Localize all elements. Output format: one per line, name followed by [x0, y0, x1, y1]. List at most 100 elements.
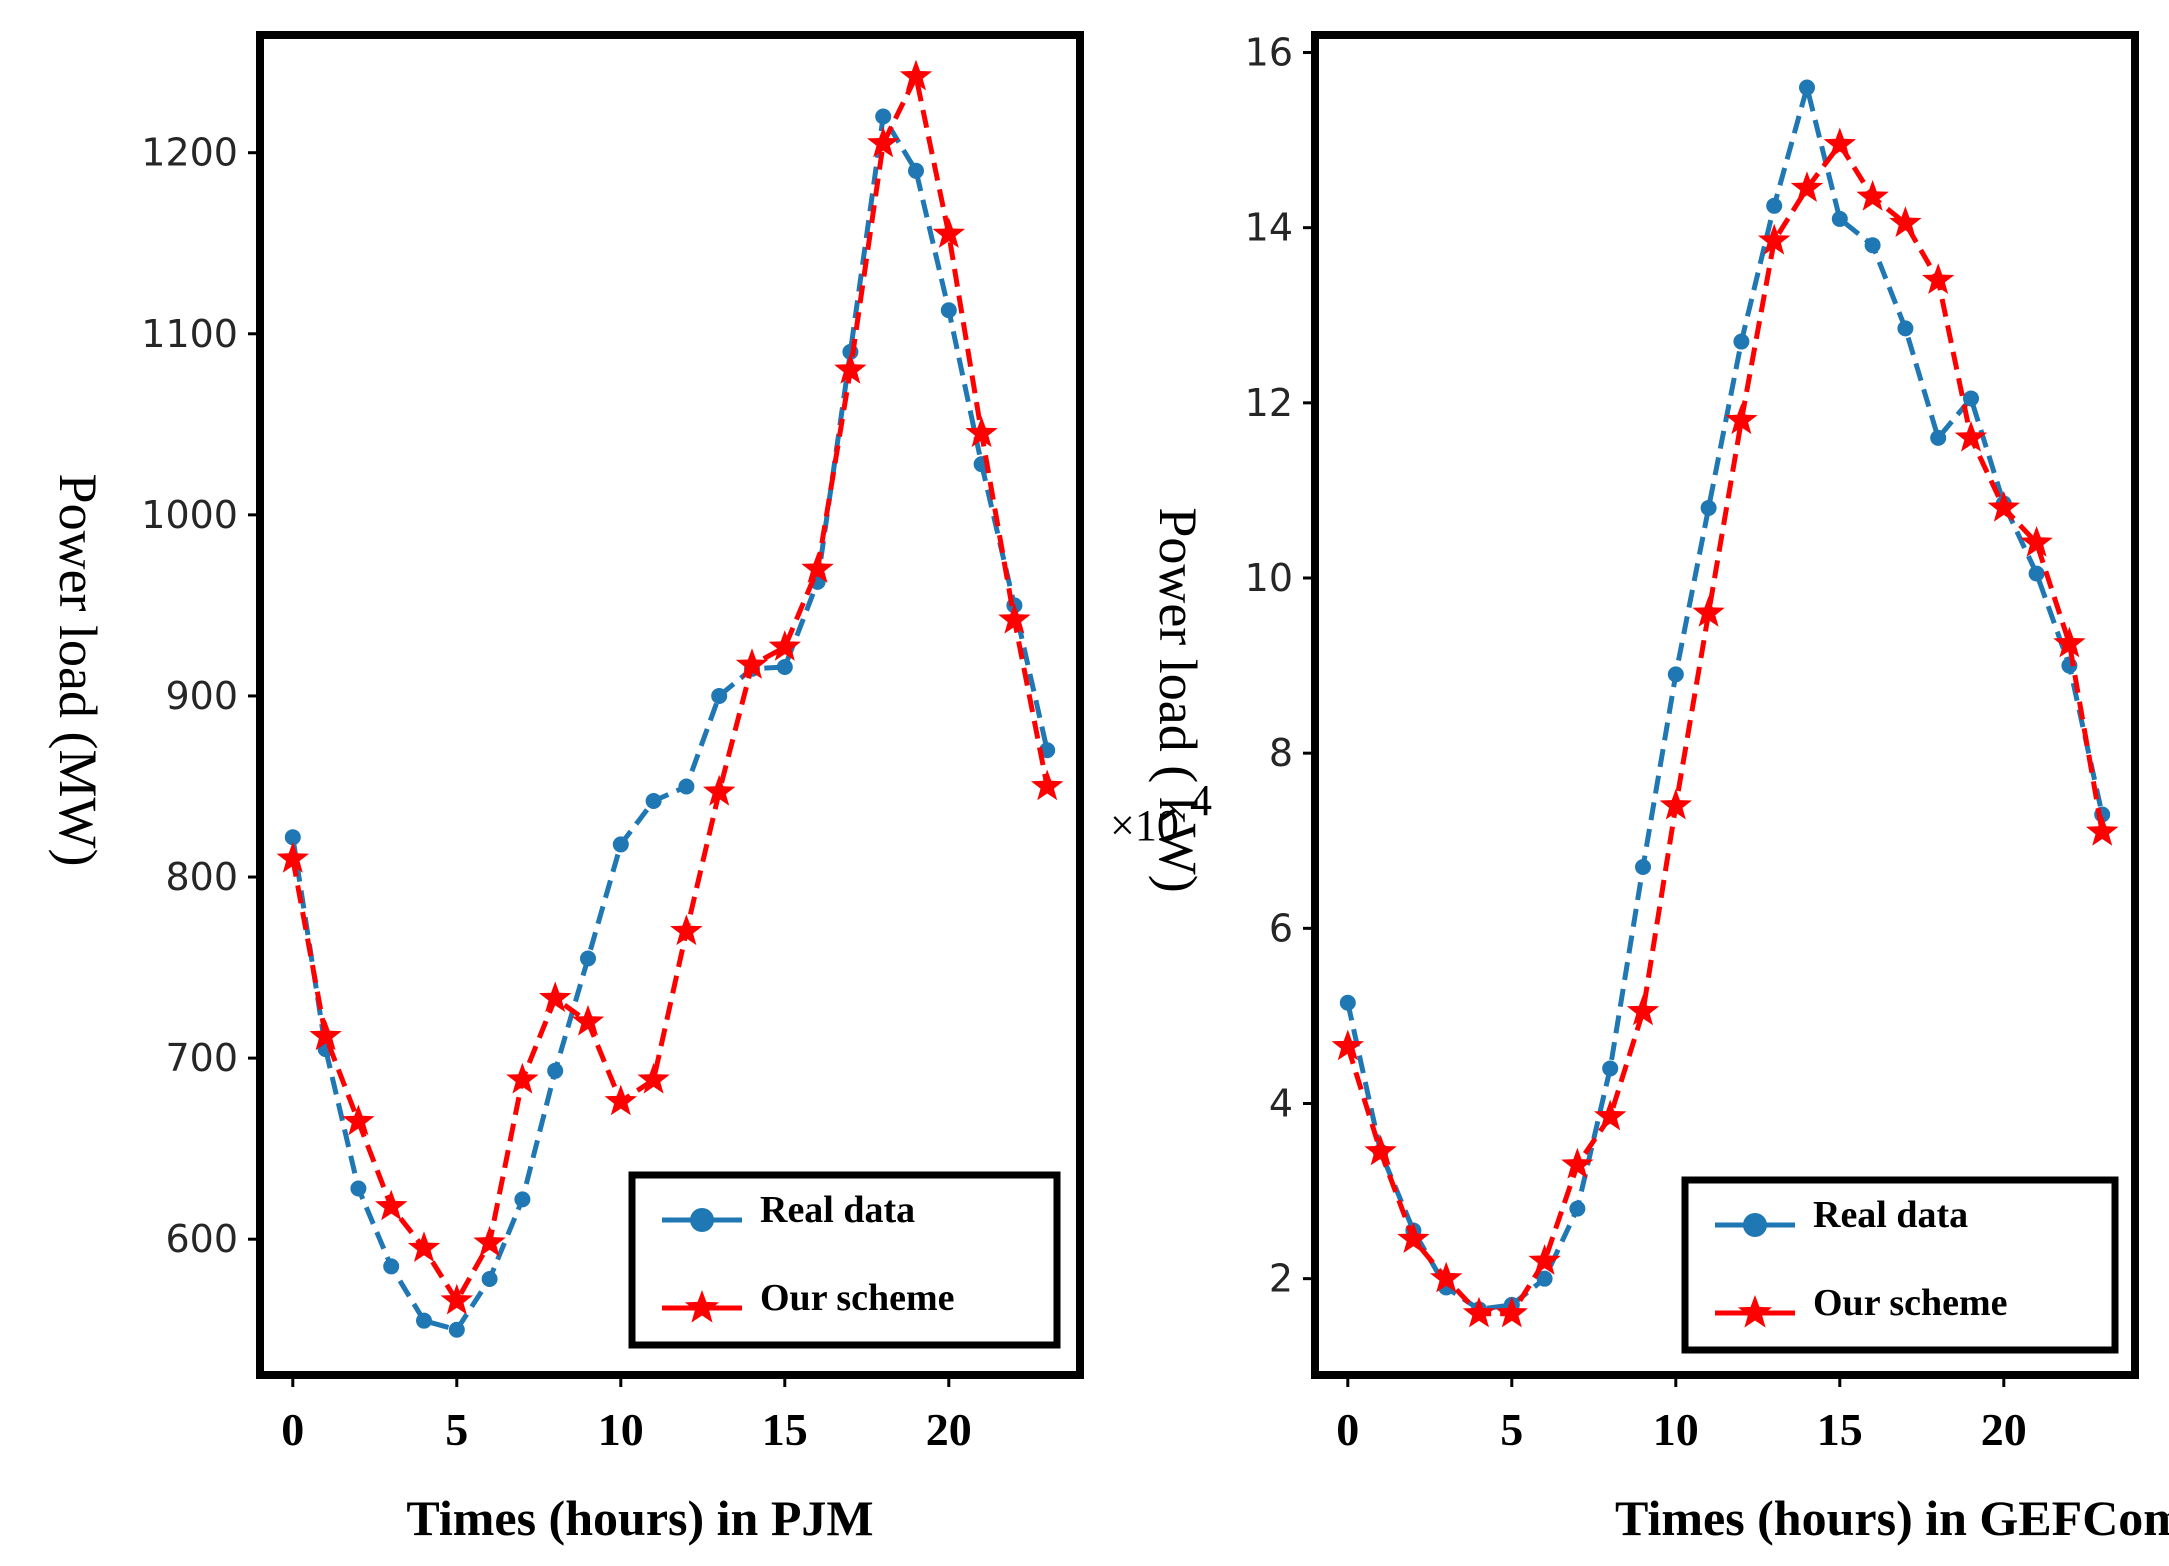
data-point: [768, 630, 801, 661]
data-point: [645, 792, 662, 809]
x-tick-label: 15: [1817, 1404, 1863, 1455]
data-point: [539, 981, 572, 1013]
series-line: [1345, 140, 2105, 1317]
y-tick-label: 600: [165, 1217, 238, 1261]
data-point: [1733, 333, 1750, 350]
x-tick-label: 5: [445, 1404, 468, 1455]
x-tick-label: 20: [1981, 1404, 2027, 1455]
series-real-data: [284, 108, 1056, 1338]
data-point: [998, 602, 1031, 634]
data-point: [776, 658, 793, 675]
chart-gefcom2012: 2 4 6 8 10 12 14 16 0 5 10 15 20 Real data Our scheme T…: [1110, 31, 2169, 1546]
data-point: [801, 552, 834, 583]
data-point: [612, 836, 629, 853]
y-tick-label: 2: [1269, 1257, 1293, 1301]
legend-marker: [1743, 1213, 1767, 1237]
data-point: [711, 687, 728, 704]
data-point: [2028, 565, 2045, 582]
legend-box: [628, 1171, 1061, 1349]
data-point: [1790, 171, 1824, 202]
data-point: [571, 1004, 605, 1036]
data-point: [342, 1104, 375, 1136]
data-point: [703, 774, 736, 806]
data-point: [1799, 79, 1815, 96]
data-point: [1430, 1261, 1463, 1293]
data-point: [940, 302, 957, 319]
x-tick-label: 0: [281, 1404, 304, 1455]
data-point: [735, 648, 769, 679]
x-tick-label: 15: [762, 1404, 808, 1455]
series-line: [290, 68, 1050, 1306]
y-axis-label: Power load ( kW): [1148, 507, 1208, 892]
x-axis-label: Times (hours) in PJM: [406, 1490, 873, 1546]
data-point: [506, 1062, 539, 1094]
data-point: [473, 1225, 506, 1257]
data-point: [1963, 390, 1979, 407]
legend-marker: [690, 1208, 714, 1232]
data-point: [481, 1271, 498, 1288]
data-point: [514, 1191, 531, 1208]
data-point: [1659, 788, 1692, 820]
series-real-data: [1339, 77, 2111, 1318]
x-tick-label: 5: [1500, 1404, 1523, 1455]
data-point: [2020, 526, 2053, 557]
y-tick-label: 700: [165, 1036, 238, 1080]
data-point: [1339, 994, 1356, 1011]
legend-label: Our scheme: [760, 1277, 955, 1319]
y-tick-label: 14: [1245, 206, 1293, 250]
y-tick-label: 1000: [141, 493, 238, 537]
legend-marker: [1737, 1295, 1773, 1328]
chart-pjm: 600 700 800 900 1000 1100 1200 0 5 10 15 20 Real dat…: [48, 31, 1084, 1546]
y-axis-multiplier-exponent: 4: [1190, 776, 1212, 825]
y-tick-label: 1100: [141, 312, 238, 356]
data-point: [1766, 197, 1783, 214]
data-point: [604, 1084, 637, 1116]
data-point: [547, 1062, 564, 1079]
data-point: [875, 108, 892, 125]
data-point: [1031, 769, 1064, 801]
x-tick-label: 10: [598, 1404, 644, 1455]
x-tick-label: 0: [1336, 1404, 1359, 1455]
legend-label: Real data: [1813, 1194, 1968, 1236]
data-point: [1930, 429, 1947, 446]
data-point: [1987, 490, 2020, 522]
data-point: [670, 914, 703, 946]
data-point: [932, 217, 965, 248]
legend-marker: [684, 1290, 720, 1323]
y-tick-label: 800: [165, 855, 238, 899]
data-point: [1594, 1099, 1627, 1131]
data-point: [309, 1019, 342, 1051]
data-point: [637, 1062, 670, 1094]
data-point: [1700, 499, 1717, 516]
data-point: [416, 1312, 432, 1329]
plot-frame: [1311, 31, 2139, 1379]
data-point: [1462, 1296, 1496, 1328]
data-point: [1856, 180, 1889, 211]
legend: Real data Our scheme: [1681, 1176, 2119, 1354]
y-tick-label: 16: [1245, 31, 1293, 75]
data-point: [1561, 1147, 1594, 1179]
data-point: [867, 126, 900, 158]
y-axis-label: Power load (MW): [48, 474, 108, 867]
x-tick-label: 10: [1653, 1404, 1699, 1455]
data-point: [2086, 815, 2119, 846]
data-point: [1823, 127, 1856, 159]
y-tick-label: 12: [1245, 381, 1293, 425]
data-point: [1897, 320, 1914, 337]
data-point: [1864, 237, 1881, 254]
plot-frame: [256, 31, 1084, 1379]
legend-label: Our scheme: [1813, 1282, 2008, 1324]
x-axis-label: Times (hours) in GEFCom2012: [1615, 1490, 2169, 1546]
data-point: [965, 416, 998, 448]
data-point: [407, 1231, 441, 1262]
data-point: [440, 1283, 473, 1315]
data-point: [284, 829, 301, 846]
data-point: [1758, 223, 1791, 255]
data-point: [1667, 666, 1684, 683]
data-point: [1397, 1222, 1430, 1253]
data-point: [678, 778, 695, 795]
data-point: [383, 1258, 400, 1275]
data-point: [1889, 206, 1922, 238]
data-point: [580, 950, 596, 967]
